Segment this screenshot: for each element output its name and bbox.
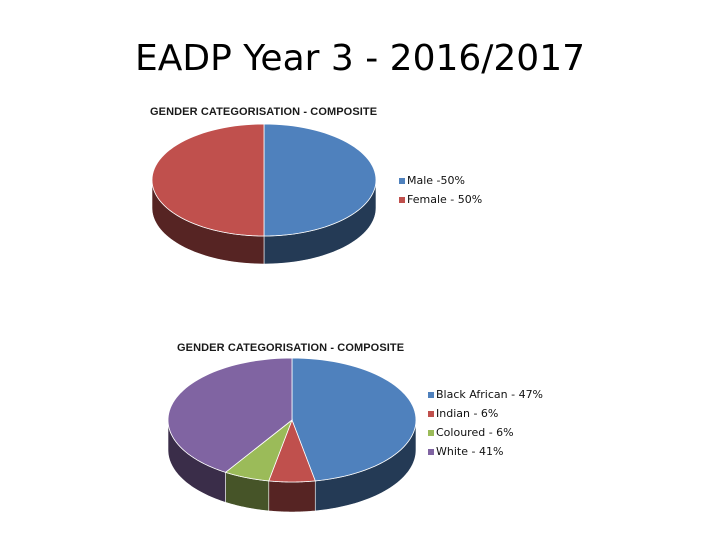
chart-title-gender: GENDER CATEGORISATION - COMPOSITE bbox=[150, 106, 378, 118]
pie-slice-1-1 bbox=[263, 123, 377, 237]
legend-item-2-2: Indian - 6% bbox=[428, 404, 543, 423]
pie-slice-2-3 bbox=[224, 418, 293, 482]
legend-swatch bbox=[399, 196, 405, 203]
pie-slice-2-4 bbox=[167, 357, 293, 473]
legend-swatch bbox=[428, 391, 434, 398]
legend-label: Indian - 6% bbox=[436, 407, 499, 420]
legend-label: White - 41% bbox=[436, 445, 504, 458]
legend-swatch bbox=[399, 177, 405, 184]
legend-item-1-2: Female - 50% bbox=[399, 190, 482, 209]
pie-slice-2-1 bbox=[291, 357, 417, 482]
pie-slice-2-2 bbox=[268, 418, 316, 483]
legend-label: Black African - 47% bbox=[436, 388, 544, 401]
legend-label: Female - 50% bbox=[407, 193, 483, 206]
legend-gender: Male -50% Female - 50% bbox=[399, 171, 482, 209]
legend-label: Coloured - 6% bbox=[436, 426, 514, 439]
pie-side-2-2 bbox=[268, 480, 316, 513]
legend-item-1-1: Male -50% bbox=[399, 171, 482, 190]
chart-title-race: GENDER CATEGORISATION - COMPOSITE bbox=[177, 342, 405, 354]
legend-swatch bbox=[428, 410, 434, 417]
legend-swatch bbox=[428, 429, 434, 436]
pie-slice-1-2 bbox=[151, 123, 265, 237]
legend-item-2-3: Coloured - 6% bbox=[428, 423, 543, 442]
legend-swatch bbox=[428, 448, 434, 455]
legend-label: Male -50% bbox=[407, 174, 465, 187]
legend-item-2-1: Black African - 47% bbox=[428, 385, 543, 404]
legend-race: Black African - 47% Indian - 6% Coloured -… bbox=[428, 385, 543, 461]
slide-title: EADP Year 3 - 2016/2017 bbox=[134, 38, 586, 79]
legend-item-2-4: White - 41% bbox=[428, 442, 543, 461]
